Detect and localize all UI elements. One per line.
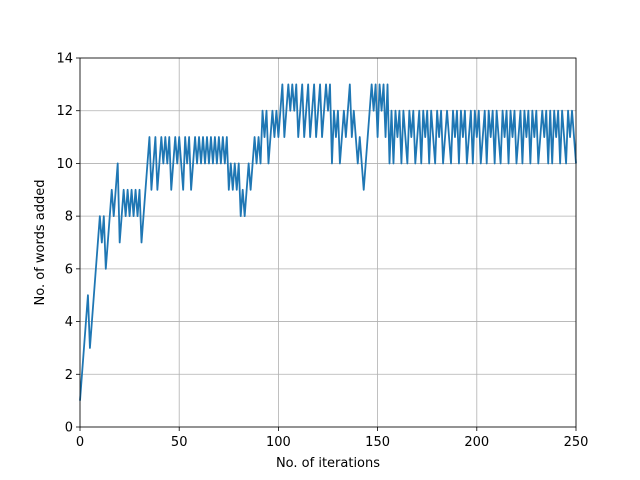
y-tick-label: 12 xyxy=(56,104,73,119)
x-tick-label: 250 xyxy=(564,435,589,450)
x-tick-label: 200 xyxy=(464,435,489,450)
y-axis-label: No. of words added xyxy=(33,180,48,306)
y-tick-label: 0 xyxy=(65,421,73,436)
x-tick-label: 0 xyxy=(76,435,84,450)
x-tick-label: 150 xyxy=(365,435,390,450)
x-tick-label: 100 xyxy=(266,435,291,450)
plot-frame xyxy=(79,57,577,428)
y-tick-label: 10 xyxy=(56,157,73,172)
x-axis-label: No. of iterations xyxy=(276,456,380,471)
y-tick-label: 2 xyxy=(65,368,73,383)
y-tick-label: 14 xyxy=(56,52,73,67)
y-tick-label: 6 xyxy=(65,262,73,277)
x-tick-label: 50 xyxy=(171,435,188,450)
y-tick-label: 4 xyxy=(65,315,73,330)
y-tick-label: 8 xyxy=(65,210,73,225)
data-line xyxy=(79,83,577,401)
